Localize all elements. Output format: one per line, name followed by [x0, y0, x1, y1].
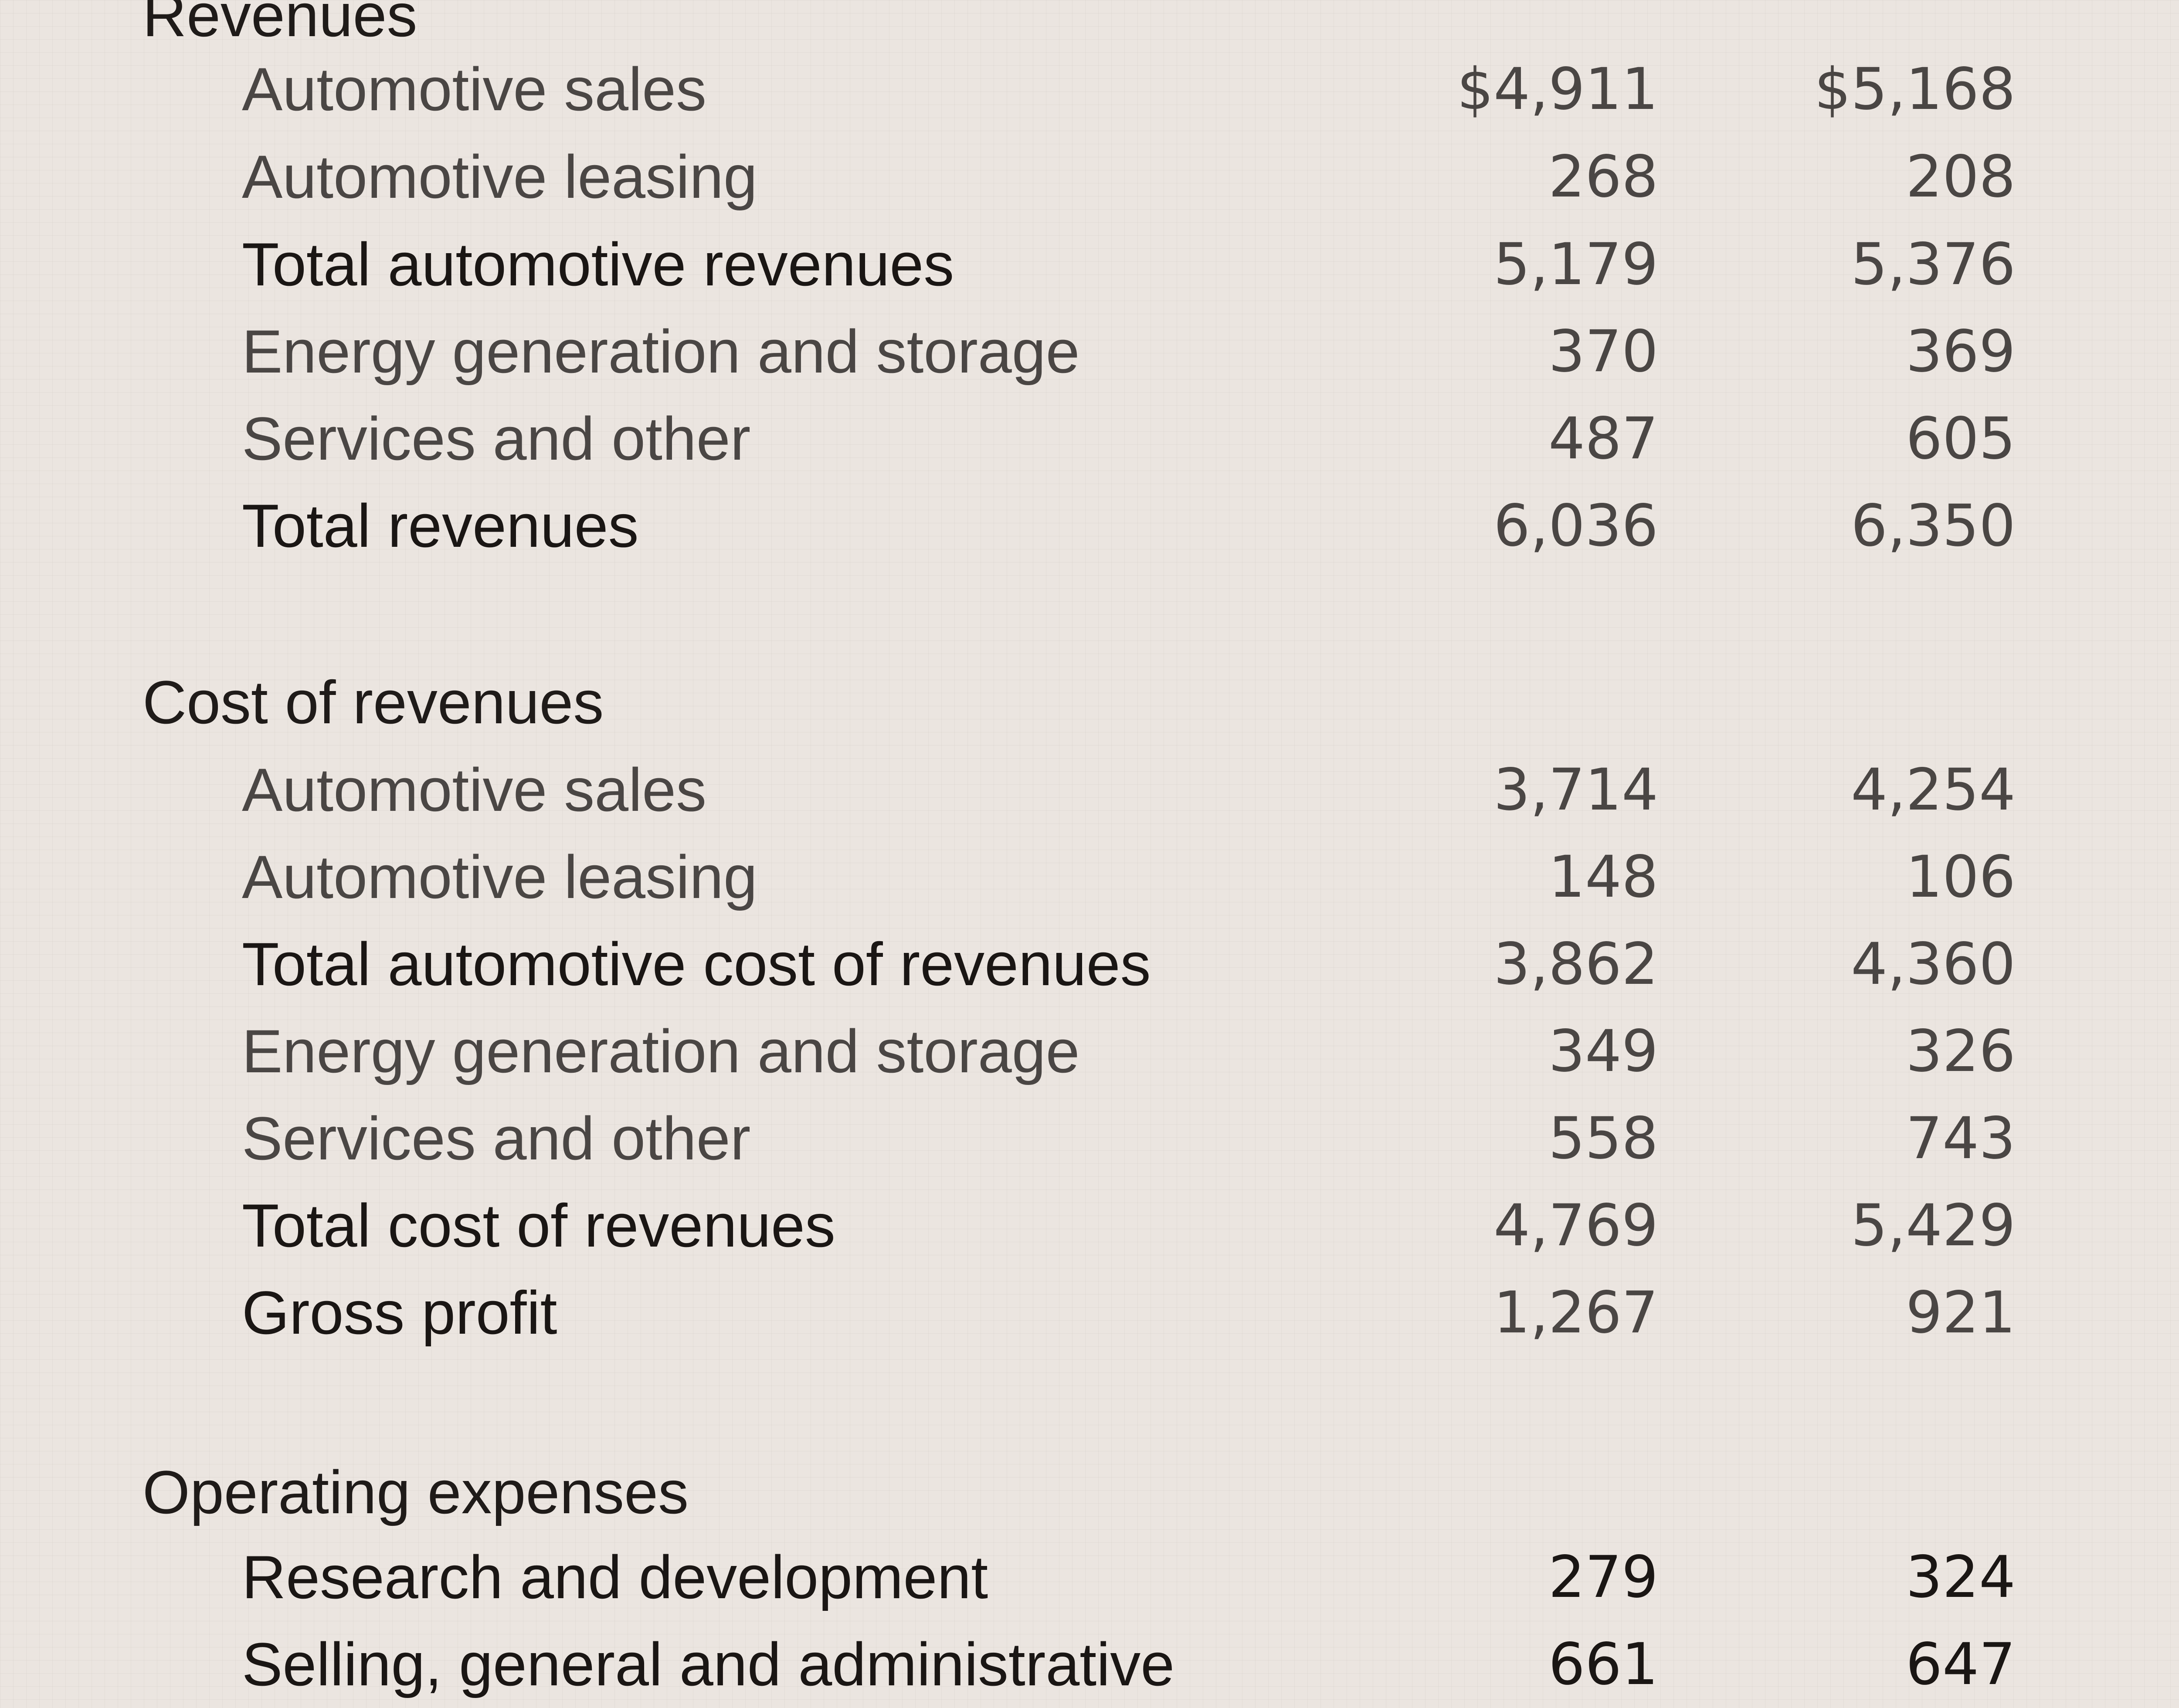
row-label: Energy generation and storage [242, 317, 1080, 386]
statement-row: Automotive sales 3,714 4,254 [0, 746, 2179, 834]
statement-row-total: Total automotive revenues 5,179 5,376 [0, 221, 2179, 308]
value-period-2: 208 [1906, 143, 2016, 210]
statement-row: Energy generation and storage 370 369 [0, 308, 2179, 395]
value-period-1: 3,862 [1493, 931, 1658, 998]
row-label: Gross profit [242, 1278, 557, 1347]
statement-row-total: Total cost of revenues 4,769 5,429 [0, 1182, 2179, 1269]
value-period-2: 4,254 [1851, 756, 2016, 824]
statement-row-gross-profit: Gross profit 1,267 921 [0, 1269, 2179, 1356]
row-label: Research and development [242, 1543, 988, 1611]
row-label: Services and other [242, 404, 751, 473]
value-period-2: 326 [1906, 1018, 2016, 1085]
section-heading-label: Revenues [143, 0, 417, 49]
statement-row-total: Total revenues 6,036 6,350 [0, 482, 2179, 569]
value-period-2: 5,429 [1851, 1192, 2016, 1259]
value-period-2: 4,360 [1851, 931, 2016, 998]
value-period-1: $4,911 [1457, 56, 1658, 123]
value-period-1: 4,769 [1493, 1192, 1658, 1259]
statement-row: Research and development 279 324 [0, 1534, 2179, 1621]
row-label: Services and other [242, 1104, 751, 1173]
value-period-2: 6,350 [1851, 492, 2016, 559]
row-label: Total cost of revenues [242, 1191, 835, 1260]
statement-row: Automotive leasing 268 208 [0, 133, 2179, 220]
row-label: Automotive leasing [242, 843, 757, 911]
statement-row: Energy generation and storage 349 326 [0, 1008, 2179, 1095]
value-period-1: 3,714 [1493, 756, 1658, 824]
row-label: Energy generation and storage [242, 1017, 1080, 1085]
value-period-2: 921 [1906, 1279, 2016, 1346]
value-period-1: 6,036 [1493, 492, 1658, 559]
value-period-1: 661 [1548, 1631, 1658, 1698]
value-period-1: 279 [1548, 1544, 1658, 1611]
row-label: Total automotive cost of revenues [242, 930, 1151, 998]
value-period-1: 148 [1548, 844, 1658, 911]
row-label: Automotive leasing [242, 142, 757, 211]
value-period-1: 487 [1548, 405, 1658, 472]
value-period-2: 647 [1906, 1631, 2016, 1698]
row-label: Automotive sales [242, 756, 707, 824]
section-heading-cost-of-revenues: Cost of revenues [0, 659, 2179, 746]
statement-row: Selling, general and administrative 661 … [0, 1621, 2179, 1708]
value-period-2: 369 [1906, 318, 2016, 385]
row-label: Total revenues [242, 491, 639, 560]
section-heading-label: Operating expenses [143, 1458, 689, 1526]
value-period-1: 5,179 [1493, 231, 1658, 298]
value-period-2: 605 [1906, 405, 2016, 472]
row-label: Automotive sales [242, 55, 707, 123]
value-period-2: $5,168 [1814, 56, 2016, 123]
value-period-2: 324 [1906, 1544, 2016, 1611]
statement-row-total: Total automotive cost of revenues 3,862 … [0, 921, 2179, 1008]
statement-row: Services and other 487 605 [0, 395, 2179, 482]
value-period-1: 268 [1548, 143, 1658, 210]
section-heading-label: Cost of revenues [143, 668, 604, 736]
row-label: Total automotive revenues [242, 230, 954, 298]
row-label: Selling, general and administrative [242, 1630, 1175, 1698]
statement-row: Services and other 558 743 [0, 1095, 2179, 1182]
value-period-1: 370 [1548, 318, 1658, 385]
statement-row: Automotive sales $4,911 $5,168 [0, 46, 2179, 133]
value-period-2: 106 [1906, 844, 2016, 911]
value-period-2: 743 [1906, 1105, 2016, 1172]
statement-row: Automotive leasing 148 106 [0, 834, 2179, 921]
value-period-1: 558 [1548, 1105, 1658, 1172]
section-heading-operating-expenses: Operating expenses [0, 1449, 2179, 1536]
value-period-2: 5,376 [1851, 231, 2016, 298]
section-heading-revenues: Revenues [0, 0, 2179, 59]
value-period-1: 1,267 [1493, 1279, 1658, 1346]
value-period-1: 349 [1548, 1018, 1658, 1085]
